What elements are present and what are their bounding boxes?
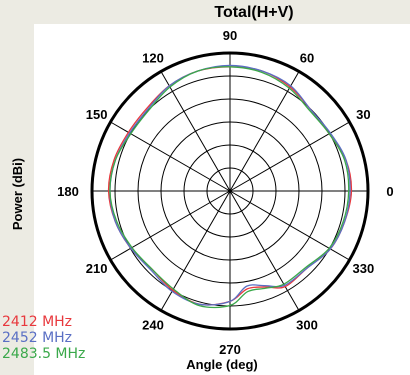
legend-entry: 2483.5 MHz	[2, 346, 85, 362]
angle-tick-label: 0	[386, 184, 393, 199]
y-axis-title: Power (dBi)	[10, 158, 25, 230]
series-layer	[107, 64, 353, 309]
polar-grid	[90, 51, 370, 331]
series-line-2452-mhz	[109, 64, 351, 306]
angle-tick-label: 330	[353, 261, 375, 276]
series-line-2483-5-mhz	[109, 66, 350, 309]
angle-tick-label: 210	[86, 261, 108, 276]
angle-tick-label: 240	[142, 317, 164, 332]
grid-spoke	[229, 190, 300, 311]
angle-tick-label: 60	[300, 51, 314, 66]
legend-entry: 2412 MHz	[2, 314, 72, 330]
angle-tick-label: 90	[223, 28, 237, 43]
chart-title: Total(H+V)	[214, 4, 293, 21]
angle-tick-label: 180	[57, 184, 79, 199]
angle-tick-label: 120	[142, 51, 164, 66]
legend-entry: 2452 MHz	[2, 330, 72, 346]
x-axis-title: Angle (deg)	[186, 357, 258, 372]
angle-tick-label: 150	[86, 107, 108, 122]
angle-tick-label: 300	[296, 317, 318, 332]
angle-tick-label: 270	[219, 342, 241, 357]
grid-spoke	[229, 71, 300, 192]
grid-spoke	[160, 71, 231, 192]
plot-background	[34, 24, 410, 375]
angle-tick-labels: 0 30 60 90 120 150 180 210 240 270 300 330	[57, 28, 393, 357]
angle-tick-label: 30	[356, 107, 370, 122]
